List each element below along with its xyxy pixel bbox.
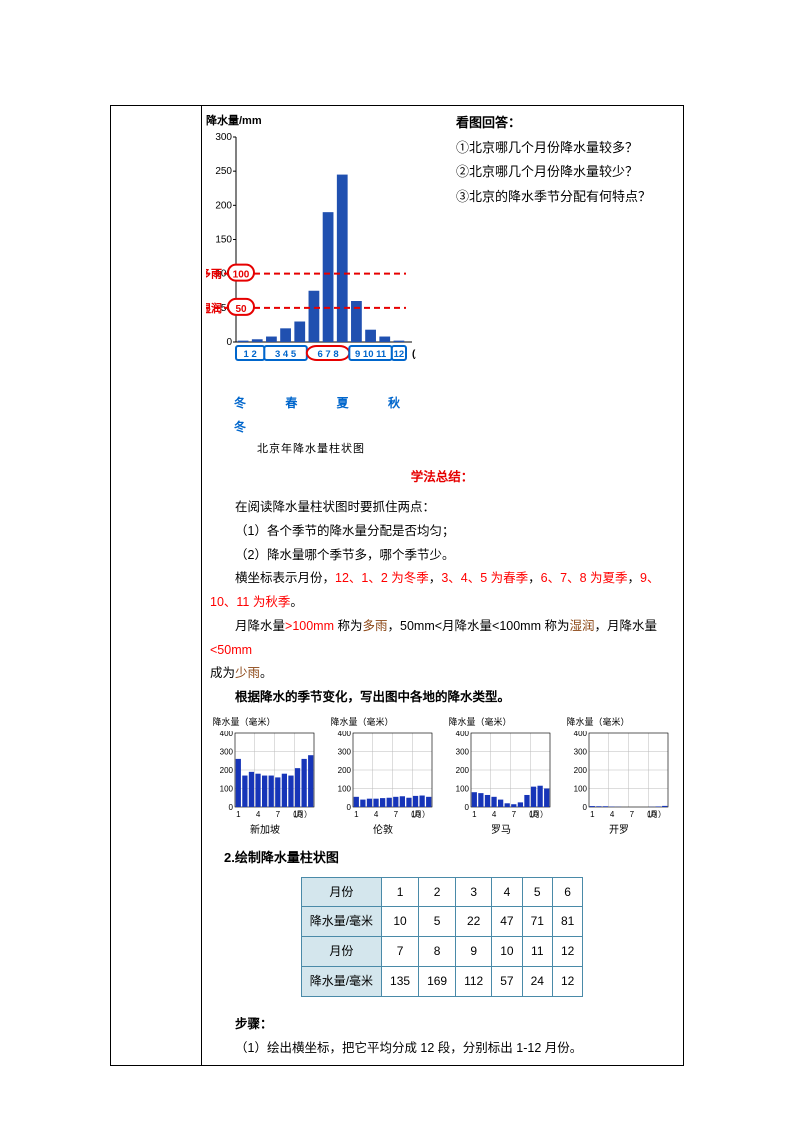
svg-text:7: 7 [393, 810, 398, 819]
small-charts-row: 降水量（毫米） 010020030040014710（月） 新加坡 降水量（毫米… [206, 714, 678, 840]
svg-text:300: 300 [455, 747, 469, 756]
threshold-note: 月降水量>100mm 称为多雨，50mm<月降水量<100mm 称为湿润，月降水… [210, 615, 674, 663]
question-2: ②北京哪几个月份降水量较少？ [456, 160, 678, 185]
reading-point-1: （1）各个季节的降水量分配是否均匀； [210, 520, 674, 544]
reading-point-2: （2）降水量哪个季节多，哪个季节少。 [210, 544, 674, 568]
svg-text:0: 0 [346, 803, 351, 812]
axis-note-cont: 10、11 为秋季。 [210, 591, 674, 615]
svg-text:200: 200 [455, 766, 469, 775]
svg-text:300: 300 [219, 747, 233, 756]
top-row: 降水量/mm 050100150200250300100多雨50湿润1 23 4… [206, 111, 678, 460]
y-axis-title: 降水量/mm [206, 111, 416, 132]
question-1: ①北京哪几个月份降水量较多？ [456, 136, 678, 161]
svg-text:300: 300 [215, 132, 232, 143]
svg-text:0: 0 [464, 803, 469, 812]
steps-label: 步骤： [210, 1013, 674, 1037]
svg-text:7: 7 [629, 810, 634, 819]
svg-text:（月）: （月） [406, 810, 430, 819]
svg-text:400: 400 [455, 731, 469, 738]
svg-text:1 2: 1 2 [244, 349, 257, 360]
questions-block: 看图回答： ①北京哪几个月份降水量较多？ ②北京哪几个月份降水量较少？ ③北京的… [416, 111, 678, 210]
section-2-title: 2.绘制降水量柱状图 [224, 846, 678, 871]
svg-text:4: 4 [609, 810, 614, 819]
beijing-chart-area: 降水量/mm 050100150200250300100多雨50湿润1 23 4… [206, 111, 416, 460]
worksheet-frame: 降水量/mm 050100150200250300100多雨50湿润1 23 4… [110, 105, 684, 1066]
svg-text:400: 400 [219, 731, 233, 738]
svg-text:1: 1 [236, 810, 241, 819]
svg-text:300: 300 [573, 747, 587, 756]
task-line: 根据降水的季节变化，写出图中各地的降水类型。 [210, 686, 674, 710]
questions-header: 看图回答： [456, 111, 678, 136]
svg-text:1: 1 [590, 810, 595, 819]
svg-text:4: 4 [491, 810, 496, 819]
chart-singapore: 降水量（毫米） 010020030040014710（月） 新加坡 [213, 714, 318, 840]
svg-text:7: 7 [511, 810, 516, 819]
svg-text:9 10 11: 9 10 11 [355, 349, 387, 360]
svg-text:3 4 5: 3 4 5 [275, 349, 297, 360]
svg-text:200: 200 [573, 766, 587, 775]
svg-text:(月份): (月份) [412, 347, 416, 360]
precipitation-table: 月份 123456 降水量/毫米 10522477181 月份 78910111… [301, 877, 584, 997]
svg-text:100: 100 [573, 784, 587, 793]
svg-text:50: 50 [235, 304, 247, 315]
svg-text:（月）: （月） [524, 810, 548, 819]
svg-text:4: 4 [373, 810, 378, 819]
threshold-note-cont: 成为少雨。 [210, 662, 674, 686]
method-summary-title: 学法总结： [206, 466, 678, 490]
reading-intro: 在阅读降水量柱状图时要抓住两点： [210, 496, 674, 520]
svg-text:（月）: （月） [288, 810, 312, 819]
left-column [111, 106, 202, 1065]
svg-text:200: 200 [215, 200, 232, 211]
svg-text:多雨: 多雨 [206, 267, 222, 281]
svg-text:7: 7 [275, 810, 280, 819]
svg-text:12: 12 [394, 349, 405, 360]
season-row: 冬 春 夏 秋 冬 [234, 392, 444, 440]
svg-text:400: 400 [337, 731, 351, 738]
svg-text:0: 0 [582, 803, 587, 812]
axis-note: 横坐标表示月份，12、1、2 为冬季，3、4、5 为春季，6、7、8 为夏季，9… [210, 567, 674, 591]
svg-text:0: 0 [228, 803, 233, 812]
chart-cairo: 降水量（毫米） 010020030040014710（月） 开罗 [567, 714, 672, 840]
svg-text:1: 1 [472, 810, 477, 819]
svg-text:100: 100 [455, 784, 469, 793]
chart-rome: 降水量（毫米） 010020030040014710（月） 罗马 [449, 714, 554, 840]
svg-text:1: 1 [354, 810, 359, 819]
svg-text:300: 300 [337, 747, 351, 756]
chart-london: 降水量（毫米） 010020030040014710（月） 伦敦 [331, 714, 436, 840]
svg-text:200: 200 [337, 766, 351, 775]
svg-text:（月）: （月） [642, 810, 666, 819]
svg-text:100: 100 [233, 270, 250, 281]
svg-text:4: 4 [255, 810, 260, 819]
step-1: （1）绘出横坐标，把它平均分成 12 段，分别标出 1-12 月份。 [210, 1037, 674, 1061]
svg-text:100: 100 [219, 784, 233, 793]
svg-text:6 7 8: 6 7 8 [318, 349, 339, 360]
chart-caption: 北京年降水量柱状图 [206, 439, 416, 460]
beijing-bar-chart: 050100150200250300100多雨50湿润1 23 4 56 7 8… [206, 132, 416, 392]
content-column: 降水量/mm 050100150200250300100多雨50湿润1 23 4… [201, 106, 683, 1065]
svg-text:250: 250 [215, 166, 232, 177]
svg-text:0: 0 [226, 337, 232, 348]
svg-text:200: 200 [219, 766, 233, 775]
svg-text:100: 100 [337, 784, 351, 793]
svg-text:150: 150 [215, 234, 232, 245]
question-3: ③北京的降水季节分配有何特点？ [456, 185, 678, 210]
svg-text:湿润: 湿润 [206, 301, 222, 315]
svg-text:400: 400 [573, 731, 587, 738]
